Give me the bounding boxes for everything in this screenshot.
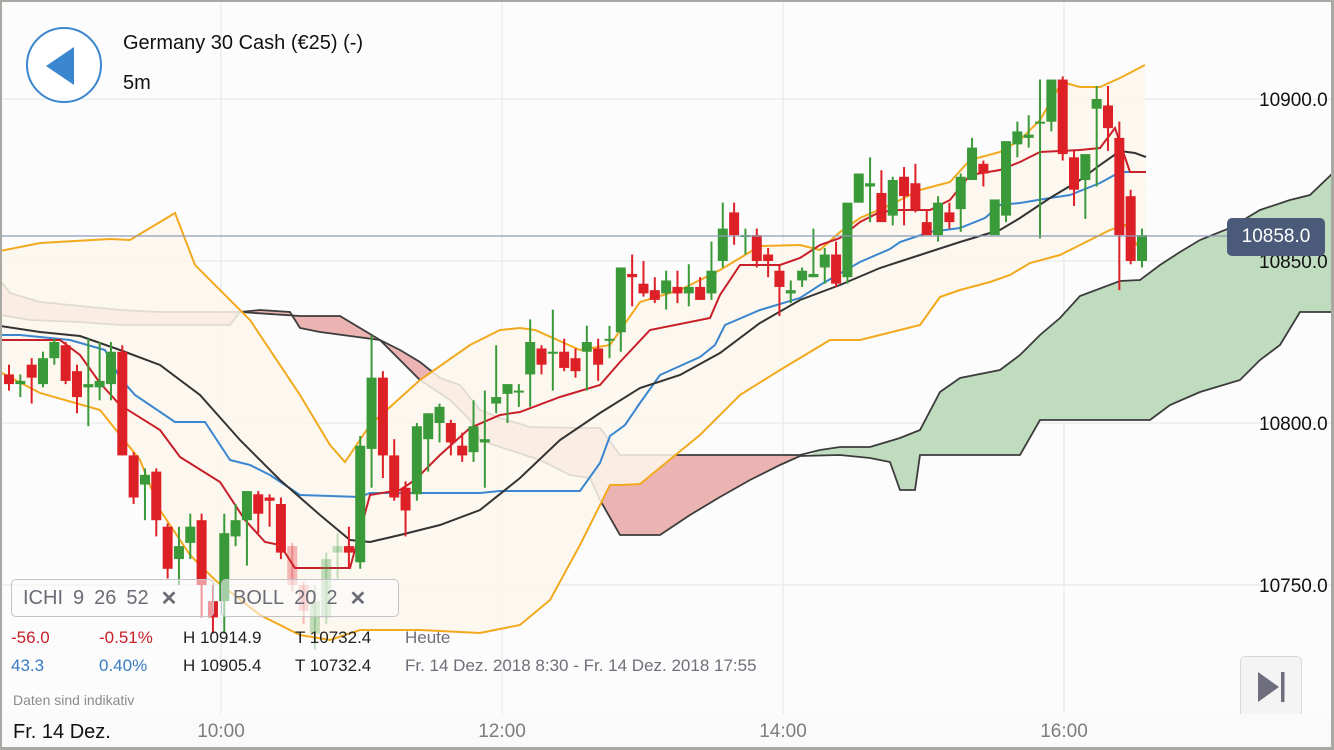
indicator-chip-bollinger[interactable]: BOLL 20 2 ✕ <box>221 579 399 617</box>
instrument-title: Germany 30 Cash (€25) (-) <box>123 32 364 54</box>
x-axis-date: Fr. 14 Dez. <box>13 721 111 743</box>
high-today: H 10914.9 <box>183 628 262 647</box>
close-icon[interactable]: ✕ <box>349 587 367 610</box>
x-axis-label-1600: 16:00 <box>1040 721 1088 742</box>
indicator-chip-ichimoku[interactable]: ICHI 9 26 52 ✕ <box>11 579 214 617</box>
y-axis-label-10900: 10900.0 <box>1259 90 1328 111</box>
skip-to-end-icon <box>1258 672 1285 702</box>
indicator-name: BOLL <box>233 586 285 609</box>
back-button[interactable] <box>26 27 102 103</box>
period-range: Fr. 14 Dez. 2018 8:30 - Fr. 14 Dez. 2018… <box>405 656 757 675</box>
indicator-name: ICHI <box>23 586 63 609</box>
bollinger-band-fill <box>2 65 1146 640</box>
close-icon[interactable]: ✕ <box>160 587 178 610</box>
x-axis-label-1200: 12:00 <box>478 721 526 742</box>
y-axis-label-10750: 10750.0 <box>1259 576 1328 597</box>
skip-to-end-button[interactable] <box>1240 656 1302 718</box>
disclaimer: Daten sind indikativ <box>13 692 135 708</box>
change-today: -56.0 <box>11 628 50 647</box>
indicator-param: 26 <box>94 586 117 609</box>
candlesticks <box>4 76 1147 650</box>
change-pct-today: -0.51% <box>99 628 153 647</box>
x-axis <box>2 714 1331 747</box>
high-range: H 10905.4 <box>183 656 262 675</box>
change-range: 43.3 <box>11 656 45 675</box>
x-axis-label-1000: 10:00 <box>197 721 245 742</box>
current-price-tag: 10858.0 <box>1227 218 1325 256</box>
period-today: Heute <box>405 628 451 647</box>
y-axis-label-10800: 10800.0 <box>1259 414 1328 435</box>
y-axis-label-10850: 10850.0 <box>1259 252 1328 274</box>
back-triangle-icon <box>46 47 74 85</box>
timeframe-label[interactable]: 5m <box>123 72 151 94</box>
x-axis-label-1400: 14:00 <box>759 721 807 742</box>
indicator-param: 20 <box>294 586 317 609</box>
low-range: T 10732.4 <box>295 656 372 675</box>
indicator-param: 52 <box>126 586 149 609</box>
indicator-param: 2 <box>326 586 338 609</box>
low-today: T 10732.4 <box>295 628 372 647</box>
indicator-param: 9 <box>73 586 85 609</box>
change-pct-range: 0.40% <box>99 656 148 675</box>
